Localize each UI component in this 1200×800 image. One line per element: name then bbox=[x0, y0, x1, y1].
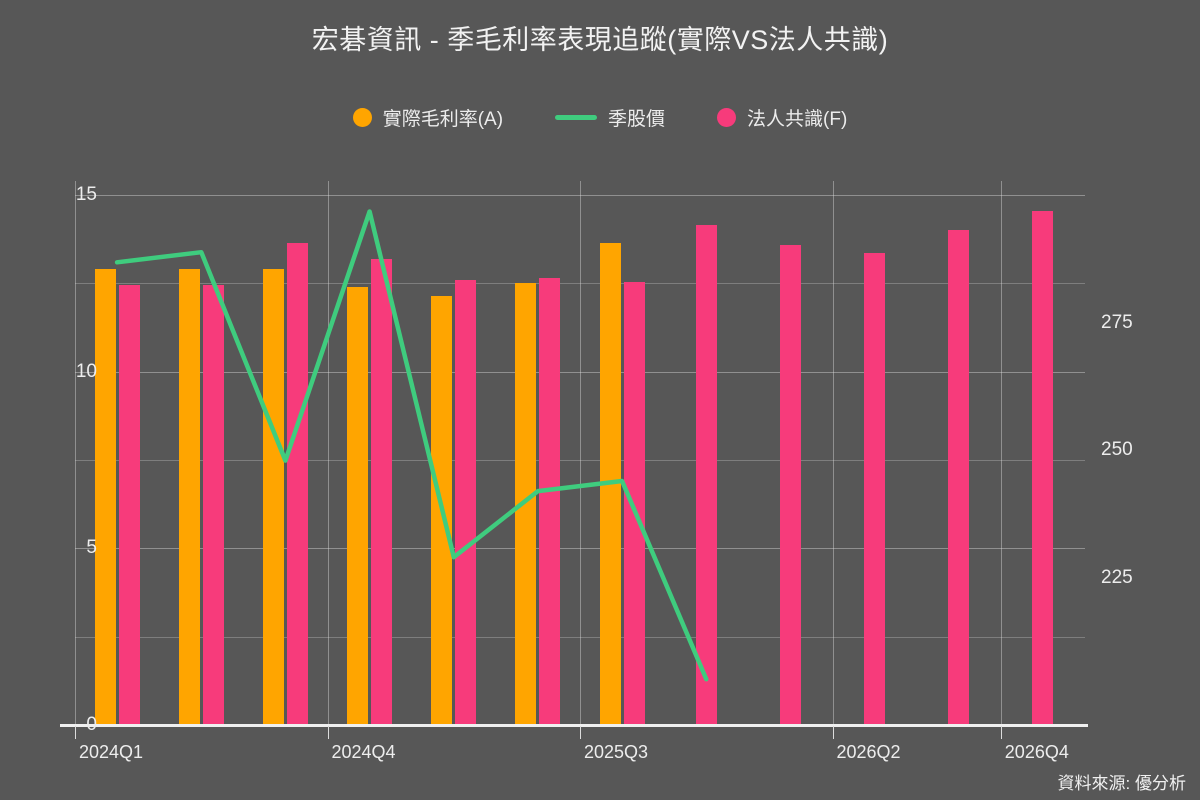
bar-forecast[interactable] bbox=[864, 253, 886, 725]
bar-actual[interactable] bbox=[515, 283, 537, 725]
y-tick-right: 250 bbox=[1101, 439, 1133, 461]
gridline-horizontal bbox=[75, 371, 1085, 373]
x-tick-label: 2025Q3 bbox=[583, 742, 649, 762]
bar-forecast[interactable] bbox=[118, 285, 140, 725]
gridline-horizontal bbox=[75, 460, 1085, 462]
gridline-vertical bbox=[832, 181, 834, 725]
gridline-vertical bbox=[75, 181, 76, 725]
chart-title: 宏碁資訊 - 季毛利率表現追蹤(實際VS法人共識) bbox=[311, 25, 889, 55]
gridline-horizontal bbox=[75, 195, 1085, 197]
bar-forecast[interactable] bbox=[695, 225, 717, 725]
bar-actual[interactable] bbox=[262, 269, 284, 725]
y-tick-left: 0 bbox=[86, 714, 97, 735]
bar-actual[interactable] bbox=[347, 286, 369, 725]
x-tick-label: 2026Q2 bbox=[836, 742, 901, 762]
y-tick-left: 10 bbox=[75, 360, 97, 382]
x-tick-mark bbox=[327, 726, 329, 739]
gridline-horizontal bbox=[75, 283, 1085, 285]
x-tick-mark bbox=[1000, 726, 1002, 739]
legend-label: 季股價 bbox=[608, 109, 666, 130]
legend-label: 實際毛利率(A) bbox=[382, 109, 504, 130]
chart-legend: 實際毛利率(A) 季股價 法人共識(F) bbox=[0, 104, 1200, 131]
gridline-horizontal bbox=[75, 548, 1085, 550]
x-axis-baseline bbox=[60, 724, 1088, 727]
y-tick-left: 5 bbox=[86, 537, 97, 559]
legend-line-icon bbox=[555, 115, 598, 120]
bar-forecast[interactable] bbox=[455, 279, 477, 725]
legend-circle-icon bbox=[352, 108, 372, 127]
price-line bbox=[114, 209, 709, 682]
bar-actual[interactable] bbox=[94, 269, 116, 725]
bar-actual[interactable] bbox=[178, 269, 200, 725]
bar-forecast[interactable] bbox=[286, 242, 308, 725]
y-tick-left: 15 bbox=[75, 184, 97, 206]
gridline-vertical bbox=[580, 181, 581, 725]
bar-forecast[interactable] bbox=[1032, 211, 1054, 725]
bar-forecast[interactable] bbox=[371, 258, 393, 725]
legend-item-3[interactable]: 法人共識(F) bbox=[717, 104, 847, 131]
x-tick-mark bbox=[832, 726, 834, 739]
y-tick-right: 225 bbox=[1101, 566, 1133, 588]
source-note: 資料來源: 優分析 bbox=[1057, 774, 1186, 793]
x-tick-mark bbox=[75, 726, 76, 739]
x-tick-label: 2024Q1 bbox=[78, 742, 144, 762]
legend-item-2[interactable]: 季股價 bbox=[555, 104, 665, 131]
x-tick-mark bbox=[580, 726, 581, 739]
gridline-vertical bbox=[1000, 181, 1002, 725]
x-tick-label: 2024Q4 bbox=[331, 742, 396, 762]
legend-label: 法人共識(F) bbox=[747, 109, 848, 130]
gridline-vertical bbox=[327, 181, 329, 725]
gridline-horizontal bbox=[75, 636, 1085, 638]
bar-forecast[interactable] bbox=[779, 244, 801, 725]
x-tick-label: 2026Q4 bbox=[1004, 742, 1069, 762]
bar-forecast[interactable] bbox=[539, 278, 561, 725]
legend-circle-icon bbox=[717, 108, 737, 127]
bar-forecast[interactable] bbox=[623, 281, 645, 725]
plot-area bbox=[75, 181, 1085, 726]
price-line-layer bbox=[114, 209, 709, 682]
bar-forecast[interactable] bbox=[202, 285, 224, 725]
legend-item-1[interactable]: 實際毛利率(A) bbox=[352, 104, 504, 131]
y-tick-right: 275 bbox=[1101, 312, 1133, 334]
bar-forecast[interactable] bbox=[948, 230, 970, 725]
